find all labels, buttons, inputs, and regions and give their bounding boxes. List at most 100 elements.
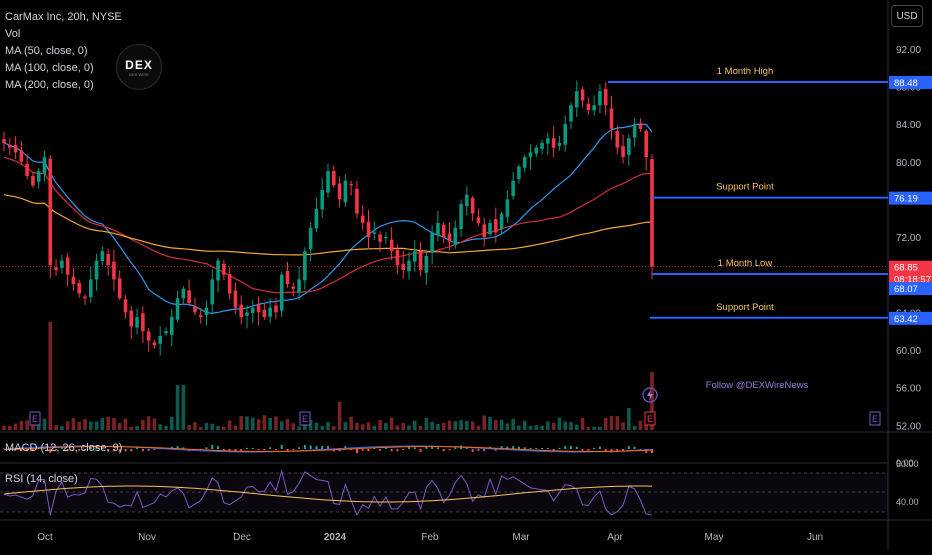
- volume-bar: [615, 416, 620, 430]
- volume-bar: [129, 426, 134, 430]
- candle-body: [250, 307, 255, 313]
- candle-body: [540, 142, 544, 149]
- candle-body: [112, 261, 116, 280]
- macd-histogram-bar: [205, 447, 208, 449]
- candle-body: [366, 221, 371, 238]
- candle-body: [31, 175, 35, 186]
- volume-bar: [193, 422, 197, 430]
- macd-histogram-bar: [153, 449, 156, 451]
- earnings-marker-label: E: [872, 414, 878, 424]
- volume-bar: [441, 422, 446, 430]
- macd-histogram-bar: [535, 447, 538, 449]
- candle-body: [621, 146, 625, 158]
- macd-histogram-bar: [26, 449, 29, 452]
- symbol-title[interactable]: CarMax Inc, 20h, NYSE: [5, 11, 122, 23]
- macd-histogram-bar: [627, 446, 630, 449]
- candle-body: [627, 138, 631, 155]
- macd-histogram-bar: [344, 446, 347, 449]
- currency-button[interactable]: USD: [891, 5, 923, 27]
- candle-body: [2, 139, 6, 143]
- macd-histogram-bar: [645, 449, 648, 453]
- legend-ma200[interactable]: MA (200, close, 0): [5, 79, 94, 91]
- price-tick: 80.00: [896, 158, 921, 169]
- volume-bar: [534, 425, 539, 430]
- candle-body: [123, 299, 128, 313]
- macd-histogram-bar: [575, 446, 578, 449]
- macd-histogram-bar: [581, 449, 584, 451]
- volume-bar: [279, 421, 284, 430]
- candle-body: [609, 108, 614, 129]
- candle-body: [54, 267, 58, 270]
- volume-bar: [262, 415, 267, 430]
- candle-body: [77, 282, 82, 294]
- legend-volume[interactable]: Vol: [5, 28, 21, 40]
- volume-bar: [19, 421, 24, 430]
- volume-bar: [632, 425, 637, 430]
- candle-body: [36, 171, 41, 182]
- candle-body: [488, 222, 492, 235]
- macd-histogram-bar: [49, 449, 52, 453]
- macd-histogram-bar: [408, 447, 410, 449]
- candle-body: [465, 194, 469, 207]
- candle-body: [517, 166, 521, 180]
- candle-body: [592, 105, 596, 111]
- macd-histogram-bar: [622, 449, 625, 451]
- candle-body: [308, 227, 313, 250]
- volume-bar: [470, 421, 475, 430]
- volume-bar: [2, 425, 6, 430]
- macd-histogram-bar: [309, 445, 312, 449]
- price-tag-text: 08:18:57: [894, 275, 931, 286]
- volume-bar: [123, 418, 128, 430]
- volume-bar: [551, 422, 556, 430]
- rsi-pane: 60.00 40.00: [0, 459, 919, 517]
- candle-body: [60, 260, 64, 268]
- macd-label[interactable]: MACD (12, 26, close, 9): [5, 442, 123, 454]
- macd-histogram-bar: [604, 449, 607, 452]
- candle-body: [210, 279, 215, 305]
- candle-body: [528, 152, 533, 157]
- volume-bar: [227, 420, 232, 430]
- macd-histogram-bar: [529, 447, 532, 449]
- volume-bar: [447, 420, 452, 430]
- macd-histogram-bar: [471, 449, 474, 452]
- price-tag-text: 63.42: [894, 314, 918, 325]
- candle-body: [135, 317, 139, 328]
- macd-histogram-bar: [274, 449, 277, 451]
- macd-signal-line: [3, 446, 653, 452]
- legend-ma50[interactable]: MA (50, close, 0): [5, 45, 88, 57]
- volume-bar: [297, 426, 301, 430]
- time-tick: May: [705, 532, 724, 543]
- candle-body: [245, 312, 249, 316]
- volume-bar: [100, 418, 105, 430]
- rsi-label[interactable]: RSI (14, close): [5, 473, 78, 485]
- candle-body: [106, 253, 110, 266]
- volume-bar: [331, 426, 336, 430]
- candle-body: [326, 171, 330, 193]
- candle-body: [303, 251, 307, 281]
- ma200-line: [3, 194, 653, 256]
- legend-ma100[interactable]: MA (100, close, 0): [5, 62, 94, 74]
- time-tick: Feb: [421, 532, 439, 543]
- volume-bar: [621, 422, 625, 430]
- time-tick: Mar: [512, 532, 530, 543]
- price-tag: [889, 260, 932, 274]
- macd-histogram-bar: [257, 449, 260, 451]
- volume-bar: [528, 425, 533, 430]
- candle-body: [424, 255, 429, 273]
- earnings-marker: [29, 411, 41, 426]
- macd-histogram-bar: [234, 449, 237, 452]
- price-tag: [889, 311, 932, 325]
- macd-histogram-bar: [107, 449, 110, 452]
- volume-bar: [308, 419, 313, 430]
- volume-bar: [141, 419, 145, 430]
- macd-histogram-bar: [494, 449, 497, 451]
- volume-bar: [13, 423, 18, 430]
- candle-body: [279, 274, 284, 311]
- volume-bar: [337, 402, 342, 430]
- level-label: Support Point: [716, 182, 774, 193]
- candle-body: [412, 251, 417, 262]
- volume-bar: [268, 417, 272, 430]
- volume-bar: [465, 421, 469, 430]
